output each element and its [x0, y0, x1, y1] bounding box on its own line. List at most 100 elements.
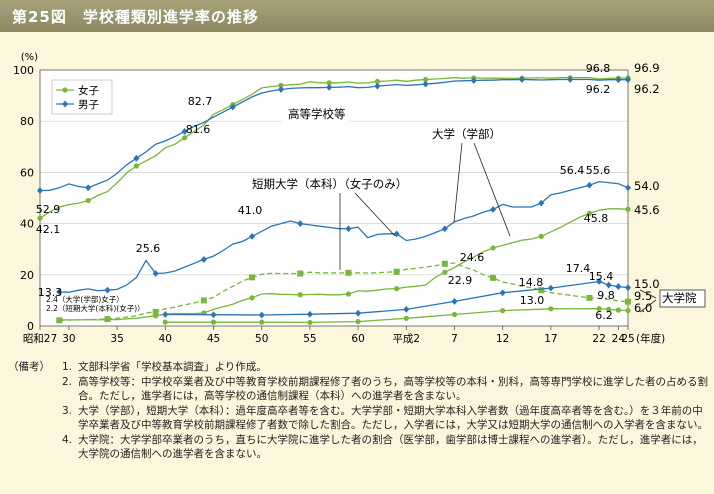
data-point: [625, 308, 631, 314]
data-label: 15.4: [589, 270, 614, 283]
data-label: 9.8: [597, 289, 615, 302]
chart: 0 20 40 60 80 100(%) 昭和27 30 35 40 45 50 55 60 平成2 7 12 1…: [13, 52, 706, 345]
x-tick-label: 12: [496, 333, 509, 345]
data-point: [394, 286, 400, 292]
data-point: [297, 292, 303, 298]
data-label: 81.6: [186, 123, 211, 136]
plot-frame: [39, 69, 629, 327]
legend-box: [51, 79, 113, 115]
data-point: [56, 317, 63, 324]
data-point: [451, 311, 458, 318]
data-point: [470, 77, 477, 84]
data-label: 13.3: [38, 286, 63, 299]
data-point: [490, 206, 497, 213]
data-point: [441, 225, 448, 233]
data-label: 22.9: [448, 274, 473, 287]
x-tick-label: 40: [159, 333, 172, 345]
data-point: [442, 269, 448, 275]
data-point: [229, 103, 236, 111]
data-point: [518, 76, 525, 83]
data-point: [605, 281, 612, 289]
data-point: [200, 297, 207, 304]
data-point: [307, 319, 313, 326]
y-tick-label: 80: [20, 115, 34, 128]
note-4: 4. 大学院：大学学部卒業者のうち，直ちに大学院に進学した者の割合（医学部，歯学…: [8, 433, 708, 462]
series-4: [56, 260, 631, 324]
end-value-label: 96.2: [634, 82, 660, 96]
series-6: [162, 305, 631, 326]
data-point: [586, 210, 593, 216]
callout-arrow: [354, 192, 396, 237]
data-point: [162, 319, 168, 325]
title-band: [0, 0, 714, 32]
data-point: [210, 319, 217, 325]
end-value-label: 54.0: [634, 179, 660, 193]
end-value-label: 6.0: [634, 301, 652, 315]
data-label: 45.8: [584, 212, 609, 225]
data-point: [37, 215, 43, 221]
x-tick-label: 平成2: [392, 333, 420, 345]
data-point: [490, 245, 496, 251]
data-point: [625, 184, 631, 192]
data-point: [278, 82, 284, 88]
legend-label: 男子: [78, 99, 99, 111]
series-2: [56, 180, 631, 296]
data-label: 2.4（大学(学部)女子）: [46, 294, 124, 304]
data-point: [345, 269, 352, 276]
data-point: [596, 278, 603, 285]
data-point: [625, 206, 631, 212]
data-point: [596, 305, 602, 312]
end-value-label: 9.5: [634, 289, 652, 303]
notes: （備考） 1. 文部科学省「学校基本調査」より作成。 2. 高等学校等：中学校卒…: [8, 360, 708, 462]
y-tick-label: 40: [20, 218, 34, 231]
data-point: [393, 230, 400, 238]
x-tick-label: 7: [451, 333, 458, 345]
data-point: [326, 80, 332, 86]
data-point: [374, 82, 381, 90]
data-label: 56.4: [560, 164, 585, 177]
x-tick-label: 25: [621, 333, 634, 345]
data-point: [441, 260, 448, 267]
data-label: 52.9: [36, 203, 61, 216]
data-point: [249, 295, 255, 301]
data-label: 82.7: [188, 95, 213, 108]
x-tick-label: 55: [303, 333, 316, 345]
data-point: [615, 283, 622, 290]
group-label-box: [282, 104, 349, 123]
group-label: 大学院: [662, 291, 697, 305]
note-text: 大学（学部），短期大学（本科）：過年度高卒者等を含む。大学学部・短期大学本科入学…: [78, 404, 708, 432]
data-point: [422, 80, 429, 88]
data-point: [422, 76, 429, 83]
data-point: [355, 309, 362, 317]
x-tick-label: 24: [612, 333, 626, 345]
group-label-box: [659, 289, 706, 308]
x-tick-label: 17: [544, 333, 557, 345]
data-label: 96.2: [586, 83, 611, 96]
data-label: 55.6: [586, 164, 611, 177]
data-point: [625, 76, 631, 84]
data-point: [451, 298, 458, 305]
y-tick-label: 60: [20, 166, 34, 179]
data-label: 42.1: [36, 223, 61, 236]
x-tick-label: 30: [62, 333, 75, 345]
data-label: 17.4: [566, 262, 591, 275]
data-label: 6.2: [595, 309, 613, 322]
data-point: [85, 197, 91, 204]
data-point: [345, 291, 352, 297]
data-point: [152, 270, 159, 277]
note-num: 4.: [62, 433, 73, 446]
series-1: [37, 76, 631, 194]
data-point: [210, 311, 217, 319]
data-point: [567, 76, 574, 83]
data-point: [615, 307, 621, 313]
data-point: [403, 305, 410, 313]
end-value-label: 45.6: [634, 203, 660, 217]
y-tick-label: 100: [13, 64, 34, 77]
x-tick-label: 22: [592, 333, 605, 345]
data-point: [37, 187, 43, 194]
data-point: [490, 274, 497, 281]
group-label: 大学（学部）: [432, 127, 501, 141]
title-bar: 第25図 学校種類別進学率の推移: [0, 0, 714, 32]
data-point: [606, 306, 612, 312]
